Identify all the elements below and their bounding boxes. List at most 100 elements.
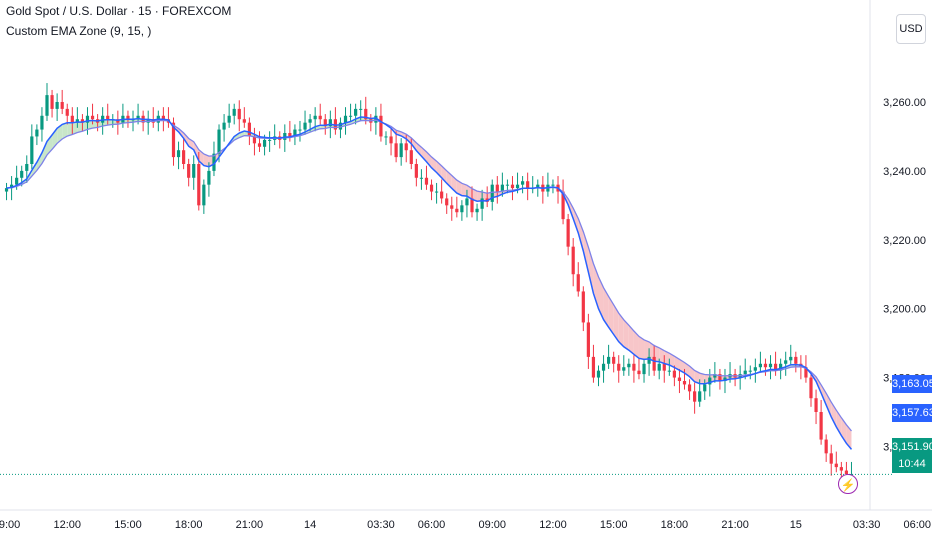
candle-body — [50, 95, 54, 109]
ema-zone-segment — [633, 330, 639, 359]
candle — [662, 355, 666, 383]
candle-body — [784, 360, 788, 364]
candle — [419, 169, 424, 190]
y-tick-label: 3,240.00 — [883, 166, 926, 178]
candle-body — [475, 208, 479, 213]
candle-body — [55, 102, 59, 109]
candle — [723, 368, 727, 394]
candle-body — [424, 177, 429, 185]
candle-body — [40, 115, 44, 130]
candle-body — [25, 164, 29, 171]
candle-body — [354, 108, 358, 116]
candle — [323, 114, 327, 135]
ema-zone-segment — [62, 122, 68, 140]
candle-body — [591, 356, 596, 378]
candle-body — [389, 136, 393, 144]
y-tick-label: 3,220.00 — [883, 235, 926, 247]
candle-body — [106, 115, 110, 120]
ema-zone-segment — [583, 231, 589, 273]
candle — [374, 107, 378, 135]
candle — [182, 138, 186, 170]
candle-body — [490, 184, 494, 202]
candle — [768, 355, 773, 380]
candle — [460, 200, 464, 221]
candle-body — [308, 119, 312, 123]
candle — [773, 351, 778, 376]
candle-body — [171, 122, 176, 158]
candle-body — [642, 363, 646, 375]
candle-body — [607, 356, 611, 364]
ema-zone-segment — [461, 183, 467, 197]
candle — [247, 117, 251, 146]
candle — [440, 179, 444, 204]
ema-zone-segment — [608, 296, 614, 335]
candle — [343, 107, 348, 135]
candle-body — [460, 205, 464, 213]
candle-body — [601, 363, 606, 371]
candle — [96, 114, 100, 132]
candle — [166, 107, 171, 128]
candle — [30, 124, 34, 170]
candle — [794, 351, 798, 373]
candle-body — [773, 363, 778, 371]
candle-body — [566, 219, 570, 247]
candle-body — [657, 363, 661, 371]
candle-body — [359, 108, 363, 110]
candle — [627, 358, 631, 376]
ema-zone-segment — [87, 120, 93, 130]
candle — [369, 114, 373, 132]
candle-body — [136, 115, 140, 120]
candle-body — [819, 412, 823, 440]
x-tick-label: 09:00 — [478, 519, 506, 531]
candle-body — [333, 119, 337, 130]
candle — [364, 96, 368, 125]
candle-body — [182, 150, 186, 164]
candle — [348, 103, 353, 121]
candle — [647, 348, 651, 376]
candle — [510, 176, 515, 201]
candle-body — [682, 381, 687, 385]
candle-body — [829, 453, 833, 464]
candle — [45, 83, 49, 121]
candle — [632, 355, 636, 383]
indicator-legend[interactable]: Custom EMA Zone (9, 15, ) — [6, 24, 152, 38]
candle-body — [743, 370, 747, 375]
candle-body — [414, 164, 418, 178]
candle — [151, 107, 155, 128]
candle-body — [662, 363, 666, 371]
ema-zone-segment — [649, 341, 655, 362]
ema-zone-segment — [82, 120, 88, 132]
candle-body — [212, 153, 216, 171]
lightning-icon[interactable]: ⚡ — [838, 474, 858, 494]
candle — [146, 110, 150, 135]
y-tick-label: 3,260.00 — [883, 97, 926, 109]
candle-body — [338, 122, 343, 130]
x-tick-label: 15:00 — [600, 519, 628, 531]
candle-body — [379, 115, 383, 137]
candle-body — [207, 170, 211, 185]
candle — [278, 131, 282, 149]
candle — [495, 176, 499, 204]
candle — [434, 182, 439, 204]
candle — [55, 93, 59, 121]
x-tick-label: 06:00 — [418, 519, 446, 531]
candle-body — [576, 274, 580, 292]
ema-zone-segment — [72, 121, 78, 135]
ema-zone-segment — [41, 141, 48, 164]
candle — [106, 103, 110, 125]
x-tick-label: 09:00 — [0, 519, 20, 531]
candle — [672, 365, 676, 387]
candle-body — [293, 129, 297, 137]
candle-body — [637, 370, 641, 375]
candle-body — [30, 136, 34, 164]
candle — [101, 107, 105, 135]
candle-body — [262, 139, 267, 147]
candle — [273, 124, 277, 146]
candle-body — [789, 356, 793, 361]
candle-body — [627, 363, 631, 368]
candle — [389, 127, 393, 156]
currency-button[interactable]: USD — [896, 14, 926, 44]
candle-body — [176, 150, 181, 158]
candle-body — [687, 384, 692, 392]
